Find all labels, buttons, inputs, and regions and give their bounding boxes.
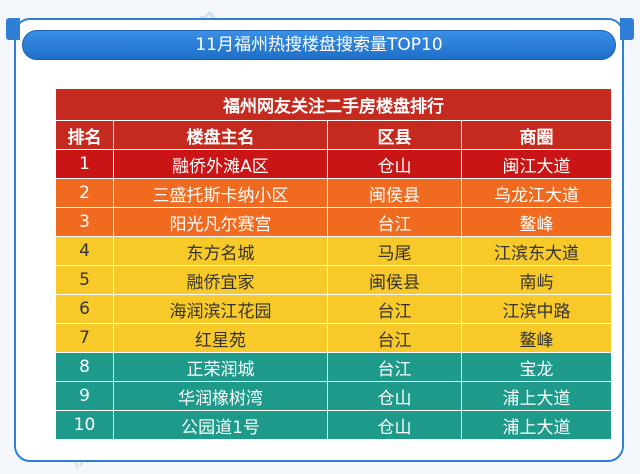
name-cell: 公园道1号 <box>113 410 328 440</box>
name-cell: 东方名城 <box>113 236 328 266</box>
area-cell: 宝龙 <box>461 352 612 382</box>
table-row: 5 融侨宜家 闽侯县 南屿 <box>55 265 612 295</box>
name-cell: 华润橡树湾 <box>113 381 328 411</box>
area-cell: 鳌峰 <box>461 323 612 353</box>
rank-cell: 4 <box>55 236 114 266</box>
column-header-name: 楼盘主名 <box>113 120 328 150</box>
column-header-area: 商圈 <box>461 120 612 150</box>
column-header-rank: 排名 <box>55 120 114 150</box>
table-row: 10 公园道1号 仓山 浦上大道 <box>55 410 612 440</box>
district-cell: 台江 <box>327 294 462 324</box>
rank-cell: 2 <box>55 178 114 208</box>
page-title: 11月福州热搜楼盘搜索量TOP10 <box>22 30 616 60</box>
rank-cell: 7 <box>55 323 114 353</box>
district-cell: 仓山 <box>327 381 462 411</box>
district-cell: 台江 <box>327 352 462 382</box>
rank-cell: 1 <box>55 149 114 179</box>
table-row: 7 红星苑 台江 鳌峰 <box>55 323 612 353</box>
district-cell: 闽侯县 <box>327 178 462 208</box>
area-cell: 江滨东大道 <box>461 236 612 266</box>
table-row: 4 东方名城 马尾 江滨东大道 <box>55 236 612 266</box>
district-cell: 闽侯县 <box>327 265 462 295</box>
ranking-table-wrap: 福州网友关注二手房楼盘排行 排名 楼盘主名 区县 商圈 1 融侨外滩A区 仓山 闽江大… <box>55 88 612 452</box>
district-cell: 马尾 <box>327 236 462 266</box>
name-cell: 正荣润城 <box>113 352 328 382</box>
name-cell: 阳光凡尔赛宫 <box>113 207 328 237</box>
rank-cell: 9 <box>55 381 114 411</box>
district-cell: 仓山 <box>327 410 462 440</box>
table-row: 3 阳光凡尔赛宫 台江 鳌峰 <box>55 207 612 237</box>
table-row: 2 三盛托斯卡纳小区 闽侯县 乌龙江大道 <box>55 178 612 208</box>
area-cell: 鳌峰 <box>461 207 612 237</box>
table-row: 8 正荣润城 台江 宝龙 <box>55 352 612 382</box>
rank-cell: 8 <box>55 352 114 382</box>
name-cell: 海润滨江花园 <box>113 294 328 324</box>
name-cell: 融侨宜家 <box>113 265 328 295</box>
district-cell: 仓山 <box>327 149 462 179</box>
table-row: 6 海润滨江花园 台江 江滨中路 <box>55 294 612 324</box>
name-cell: 融侨外滩A区 <box>113 149 328 179</box>
district-cell: 台江 <box>327 207 462 237</box>
rank-cell: 6 <box>55 294 114 324</box>
district-cell: 台江 <box>327 323 462 353</box>
rank-cell: 5 <box>55 265 114 295</box>
name-cell: 红星苑 <box>113 323 328 353</box>
table-row: 1 融侨外滩A区 仓山 闽江大道 <box>55 149 612 179</box>
rank-cell: 3 <box>55 207 114 237</box>
name-cell: 三盛托斯卡纳小区 <box>113 178 328 208</box>
table-title: 福州网友关注二手房楼盘排行 <box>55 88 612 121</box>
area-cell: 闽江大道 <box>461 149 612 179</box>
area-cell: 江滨中路 <box>461 294 612 324</box>
area-cell: 乌龙江大道 <box>461 178 612 208</box>
area-cell: 浦上大道 <box>461 410 612 440</box>
rank-cell: 10 <box>55 410 114 440</box>
column-header-district: 区县 <box>327 120 462 150</box>
ribbon-left <box>6 18 20 40</box>
ribbon-right <box>620 18 634 40</box>
area-cell: 南屿 <box>461 265 612 295</box>
table-row: 9 华润橡树湾 仓山 浦上大道 <box>55 381 612 411</box>
area-cell: 浦上大道 <box>461 381 612 411</box>
ranking-table: 福州网友关注二手房楼盘排行 排名 楼盘主名 区县 商圈 1 融侨外滩A区 仓山 闽江大… <box>55 88 612 440</box>
